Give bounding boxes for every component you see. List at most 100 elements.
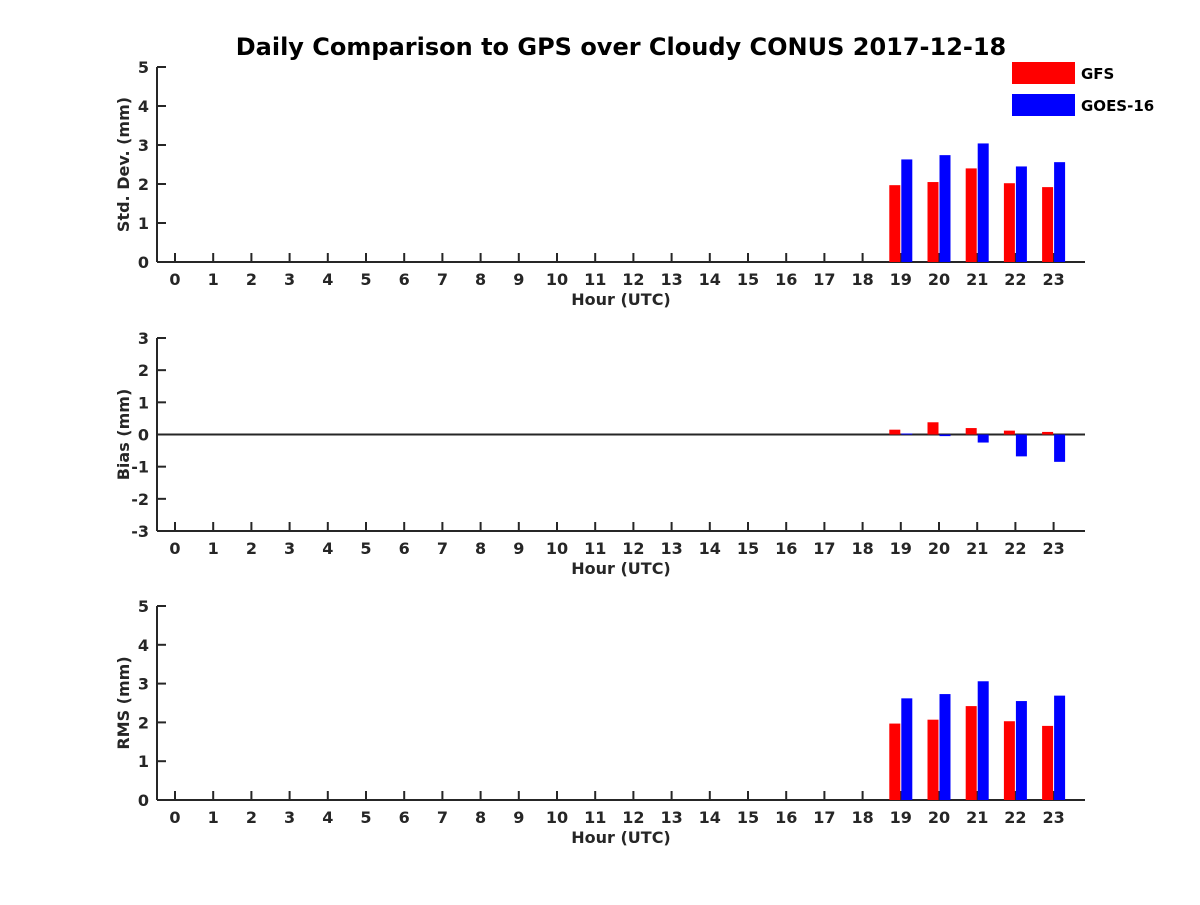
x-tick-label: 11 xyxy=(584,808,606,827)
x-tick-label: 13 xyxy=(660,808,682,827)
x-tick-label: 17 xyxy=(813,539,835,558)
y-tick-label: 4 xyxy=(138,97,149,116)
x-tick-label: 1 xyxy=(208,808,219,827)
x-tick-label: 22 xyxy=(1004,270,1026,289)
x-tick-label: 18 xyxy=(851,539,873,558)
x-tick-label: 3 xyxy=(284,539,295,558)
x-tick-label: 19 xyxy=(890,539,912,558)
bar-gfs-hour-23 xyxy=(1042,431,1054,435)
x-tick-label: 16 xyxy=(775,270,797,289)
x-tick-label: 14 xyxy=(699,270,721,289)
bar-gfs-hour-22 xyxy=(1003,430,1015,435)
x-tick-label: 1 xyxy=(208,270,219,289)
x-axis-label: Hour (UTC) xyxy=(571,290,671,309)
y-tick-label: 2 xyxy=(138,361,149,380)
x-tick-label: 15 xyxy=(737,539,759,558)
bar-goes-16-hour-23 xyxy=(1054,434,1066,462)
x-tick-label: 8 xyxy=(475,270,486,289)
bar-gfs-hour-23 xyxy=(1042,187,1054,262)
bar-goes-16-hour-19 xyxy=(901,698,913,800)
y-axis-label: Bias (mm) xyxy=(114,389,133,481)
x-tick-label: 15 xyxy=(737,808,759,827)
legend-swatch-goes-16 xyxy=(1012,94,1075,116)
x-axis-label: Hour (UTC) xyxy=(571,559,671,578)
x-tick-label: 9 xyxy=(513,539,524,558)
y-tick-label: 5 xyxy=(138,58,149,77)
x-tick-label: 9 xyxy=(513,270,524,289)
x-tick-label: 10 xyxy=(546,808,568,827)
x-tick-label: 10 xyxy=(546,539,568,558)
legend-label: GFS xyxy=(1081,65,1114,83)
y-tick-label: 2 xyxy=(138,713,149,732)
bar-gfs-hour-21 xyxy=(965,168,977,262)
x-tick-label: 13 xyxy=(660,270,682,289)
x-tick-label: 6 xyxy=(399,808,410,827)
bar-gfs-hour-22 xyxy=(1003,721,1015,800)
x-tick-label: 0 xyxy=(169,539,180,558)
x-tick-label: 0 xyxy=(169,270,180,289)
x-tick-label: 18 xyxy=(851,270,873,289)
x-tick-label: 3 xyxy=(284,808,295,827)
y-axis-label: Std. Dev. (mm) xyxy=(114,97,133,232)
bar-goes-16-hour-20 xyxy=(939,155,951,262)
x-tick-label: 16 xyxy=(775,539,797,558)
x-tick-label: 23 xyxy=(1042,808,1064,827)
x-tick-label: 15 xyxy=(737,270,759,289)
x-tick-label: 20 xyxy=(928,270,950,289)
x-tick-label: 12 xyxy=(622,539,644,558)
x-tick-label: 4 xyxy=(322,270,333,289)
bar-gfs-hour-20 xyxy=(927,719,939,800)
x-tick-label: 1 xyxy=(208,539,219,558)
legend-swatch-gfs xyxy=(1012,62,1075,84)
y-tick-label: 3 xyxy=(138,675,149,694)
bar-gfs-hour-23 xyxy=(1042,725,1054,800)
x-tick-label: 0 xyxy=(169,808,180,827)
x-tick-label: 8 xyxy=(475,808,486,827)
x-tick-label: 7 xyxy=(437,808,448,827)
x-tick-label: 4 xyxy=(322,808,333,827)
bar-goes-16-hour-22 xyxy=(1015,434,1027,457)
x-tick-label: 23 xyxy=(1042,539,1064,558)
x-tick-label: 5 xyxy=(360,808,371,827)
x-tick-label: 17 xyxy=(813,270,835,289)
chart-title: Daily Comparison to GPS over Cloudy CONU… xyxy=(236,33,1007,61)
bar-gfs-hour-19 xyxy=(889,723,901,800)
y-tick-label: -3 xyxy=(131,522,149,541)
x-tick-label: 21 xyxy=(966,808,988,827)
x-tick-label: 3 xyxy=(284,270,295,289)
x-tick-label: 22 xyxy=(1004,539,1026,558)
bar-goes-16-hour-21 xyxy=(977,434,989,443)
y-tick-label: 3 xyxy=(138,136,149,155)
x-tick-label: 17 xyxy=(813,808,835,827)
y-tick-label: 2 xyxy=(138,175,149,194)
y-tick-label: 1 xyxy=(138,393,149,412)
bar-goes-16-hour-22 xyxy=(1015,166,1027,262)
bar-gfs-hour-20 xyxy=(927,422,939,435)
y-tick-label: -1 xyxy=(131,458,149,477)
bar-gfs-hour-21 xyxy=(965,428,977,435)
x-tick-label: 11 xyxy=(584,539,606,558)
y-tick-label: 3 xyxy=(138,329,149,348)
y-tick-label: -2 xyxy=(131,490,149,509)
x-tick-label: 7 xyxy=(437,270,448,289)
x-tick-label: 19 xyxy=(890,808,912,827)
y-tick-label: 0 xyxy=(138,426,149,445)
bar-goes-16-hour-20 xyxy=(939,694,951,800)
bar-goes-16-hour-23 xyxy=(1054,695,1066,800)
x-tick-label: 5 xyxy=(360,270,371,289)
x-tick-label: 6 xyxy=(399,270,410,289)
x-tick-label: 2 xyxy=(246,808,257,827)
bar-gfs-hour-22 xyxy=(1003,183,1015,262)
x-tick-label: 11 xyxy=(584,270,606,289)
bar-goes-16-hour-21 xyxy=(977,143,989,262)
x-tick-label: 19 xyxy=(890,270,912,289)
x-tick-label: 20 xyxy=(928,808,950,827)
x-tick-label: 5 xyxy=(360,539,371,558)
bar-gfs-hour-19 xyxy=(889,429,901,435)
x-tick-label: 23 xyxy=(1042,270,1064,289)
bar-goes-16-hour-23 xyxy=(1054,162,1066,262)
x-tick-label: 16 xyxy=(775,808,797,827)
